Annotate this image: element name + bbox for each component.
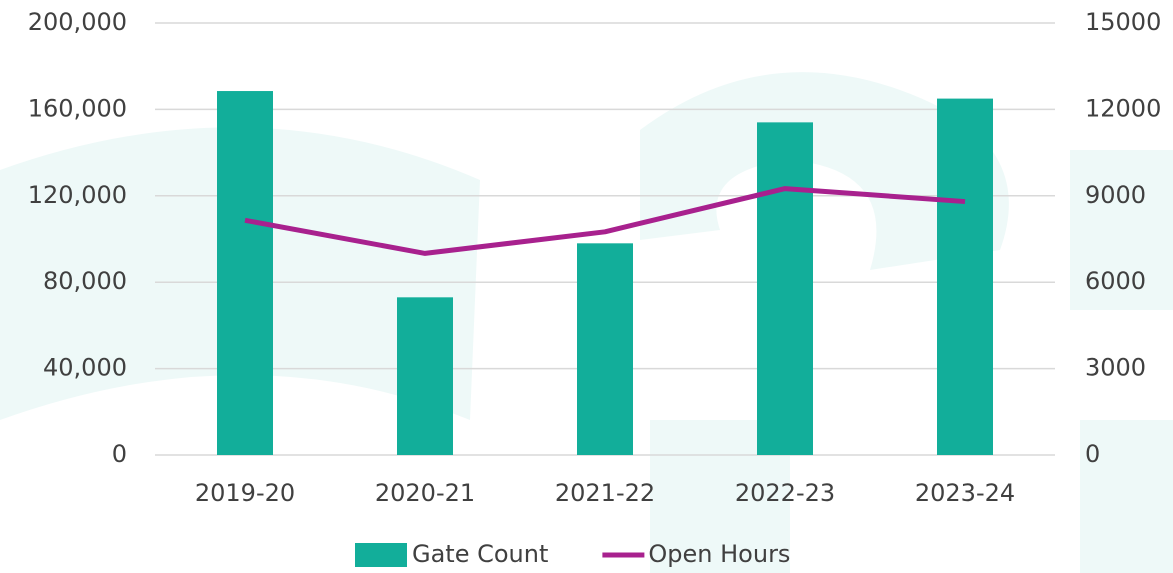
y2-tick-label: 9000 bbox=[1085, 181, 1146, 209]
line bbox=[244, 186, 966, 256]
y-tick-label: 0 bbox=[112, 440, 127, 468]
x-tick-label: 2022-23 bbox=[735, 479, 835, 507]
y-tick-label: 40,000 bbox=[43, 354, 127, 382]
y2-tick-label: 0 bbox=[1085, 440, 1100, 468]
x-tick-label: 2021-22 bbox=[555, 479, 655, 507]
x-tick-label: 2023-24 bbox=[915, 479, 1015, 507]
y2-tick-label: 15000 bbox=[1085, 8, 1161, 36]
y-tick-label: 80,000 bbox=[43, 267, 127, 295]
legend-label: Open Hours bbox=[648, 540, 790, 568]
y2-tick-label: 12000 bbox=[1085, 94, 1161, 122]
bar bbox=[937, 98, 993, 455]
legend-swatch bbox=[355, 543, 407, 567]
y-tick-label: 200,000 bbox=[28, 8, 127, 36]
bar bbox=[577, 243, 633, 455]
legend-label: Gate Count bbox=[412, 540, 548, 568]
y-tick-label: 160,000 bbox=[28, 94, 127, 122]
bar bbox=[397, 297, 453, 455]
y-tick-label: 120,000 bbox=[28, 181, 127, 209]
y2-tick-label: 3000 bbox=[1085, 354, 1146, 382]
x-tick-label: 2020-21 bbox=[375, 479, 475, 507]
x-tick-label: 2019-20 bbox=[195, 479, 295, 507]
y2-tick-label: 6000 bbox=[1085, 267, 1146, 295]
bar bbox=[217, 91, 273, 455]
bar bbox=[757, 122, 813, 456]
